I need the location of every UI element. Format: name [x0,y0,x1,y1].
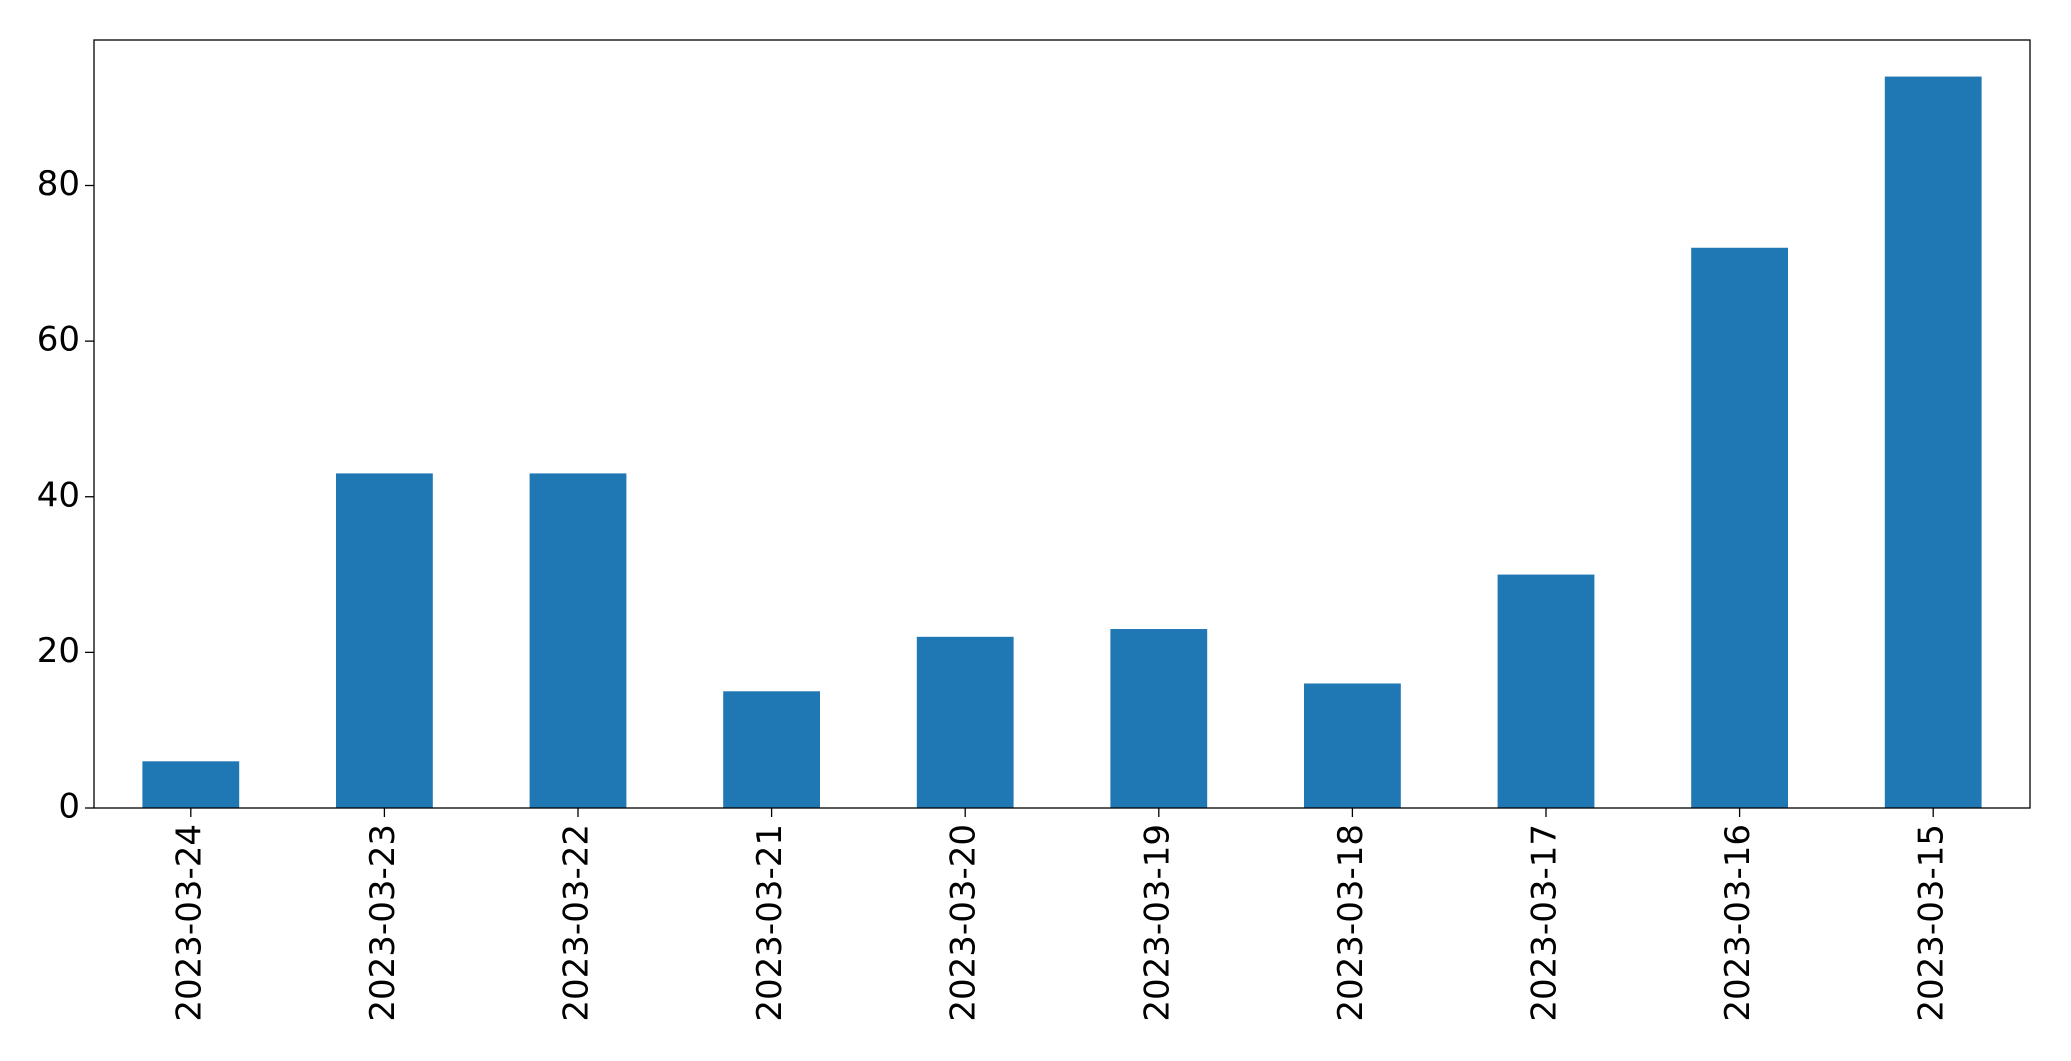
x-tick-label: 2023-03-15 [1912,824,1952,1022]
y-tick-label: 20 [37,631,80,671]
y-tick-label: 60 [37,320,80,360]
bar [723,691,820,808]
x-tick-label: 2023-03-17 [1525,824,1565,1022]
bar [142,761,240,808]
bar [1497,574,1595,808]
bar [1110,629,1208,808]
x-tick-label: 2023-03-19 [1137,824,1177,1022]
bar [916,636,1014,808]
bar [1884,76,1982,809]
x-tick-label: 2023-03-21 [750,824,790,1022]
x-tick-label: 2023-03-18 [1331,824,1371,1022]
x-tick-label: 2023-03-20 [944,824,984,1022]
plot-frame [93,39,2031,809]
bar [529,473,627,808]
x-tick-label: 2023-03-23 [363,824,403,1022]
x-tick-label: 2023-03-24 [169,824,209,1022]
x-tick-label: 2023-03-22 [557,824,597,1022]
bar [1304,683,1401,808]
y-tick-label: 80 [37,164,80,204]
y-tick-label: 0 [58,787,80,827]
bar [336,473,433,808]
bar [1691,247,1788,808]
y-tick-label: 40 [37,475,80,515]
x-tick-label: 2023-03-16 [1718,824,1758,1022]
